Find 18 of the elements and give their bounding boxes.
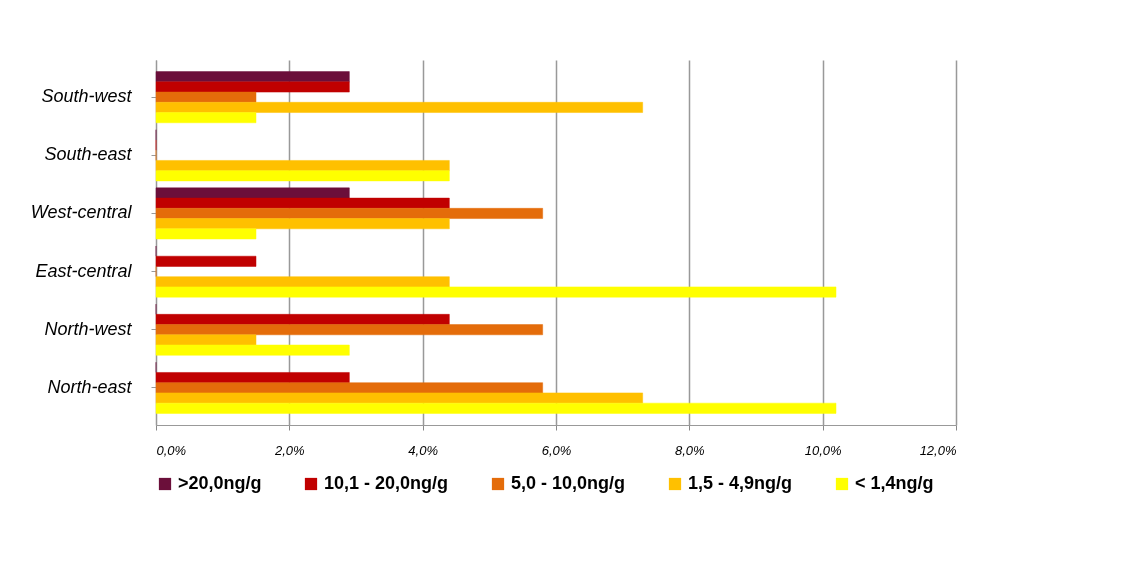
legend-label: >20,0ng/g	[178, 473, 262, 493]
y-tick-label: North-west	[44, 318, 133, 339]
x-tick-label: 8,0%	[675, 442, 705, 458]
x-tick-label: 0,0%	[156, 442, 187, 458]
x-tick-label: 6,0%	[541, 442, 572, 458]
x-tick-label: 10,0%	[804, 442, 842, 458]
y-tick-label: North-east	[47, 376, 133, 397]
legend-label: 1,5 - 4,9ng/g	[688, 473, 793, 493]
legend-label: 10,1 - 20,0ng/g	[324, 473, 449, 493]
x-tick-label: 2,0%	[274, 442, 305, 458]
y-tick-label: South-west	[41, 86, 133, 107]
legend-label: < 1,4ng/g	[855, 473, 934, 493]
x-tick-label: 4,0%	[408, 442, 438, 458]
legend-label: 5,0 - 10,0ng/g	[511, 473, 626, 493]
y-tick-label: South-east	[44, 144, 133, 165]
x-tick-label: 12,0%	[919, 442, 957, 458]
y-tick-label: East-central	[35, 260, 133, 281]
y-tick-label: West-central	[30, 202, 133, 223]
